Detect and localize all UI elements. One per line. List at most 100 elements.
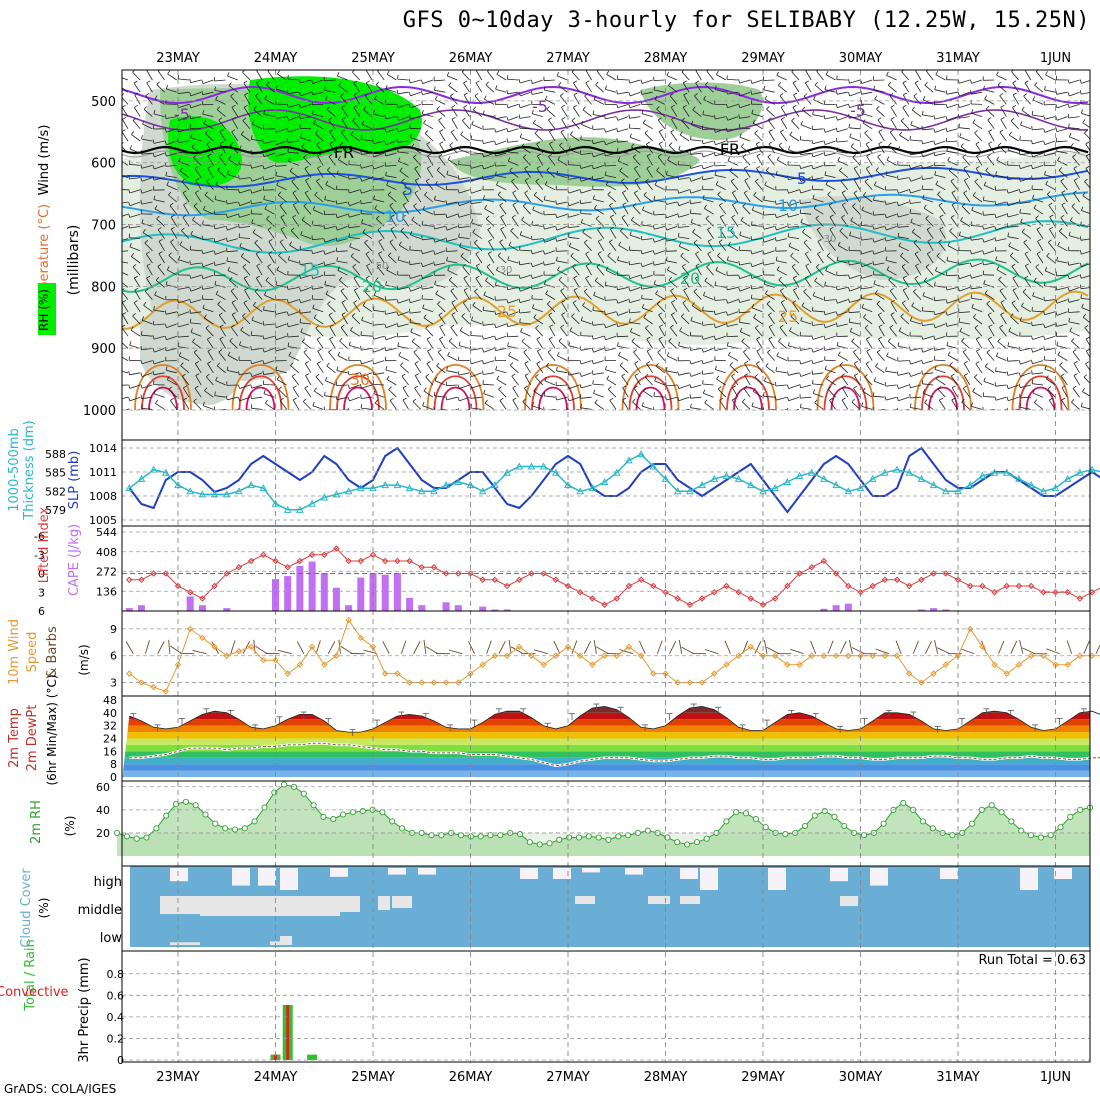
wind-barb (666, 213, 678, 219)
wind-barb-flag (914, 251, 919, 255)
wind-barb-flag (996, 71, 999, 76)
wind-barb (536, 363, 544, 374)
wind-barb (252, 232, 263, 239)
wind-barb (617, 116, 629, 121)
wind-barb-flag (1073, 178, 1078, 181)
wind-barb (887, 84, 897, 93)
wind-barb (678, 226, 690, 228)
wind-barb (594, 280, 605, 288)
wind-barb-flag (866, 336, 870, 340)
li-marker (1088, 589, 1096, 596)
wind-barb-flag (607, 191, 611, 195)
temp-band (122, 744, 1090, 752)
wind-barb (129, 213, 141, 218)
wind-barb (950, 375, 958, 386)
wind-barb-flag (214, 391, 216, 396)
wind-barb (606, 378, 617, 386)
wind-barb (743, 192, 751, 203)
wind-barb (373, 294, 385, 300)
wind-barb-flag (581, 120, 584, 125)
li-marker (345, 557, 352, 565)
wind-barb (238, 164, 251, 166)
wind-barb (947, 311, 958, 316)
wind-barb-flag (704, 277, 708, 282)
wind-barb-flag (521, 143, 525, 148)
wind-barb-flag (853, 385, 858, 389)
wind-barb-flag (1033, 204, 1037, 209)
wind-barb-flag (835, 116, 838, 121)
wind-barb-flag (670, 288, 675, 292)
wind-barb (653, 79, 665, 81)
wind-barb-flag (243, 80, 248, 84)
wind-barb-flag (634, 373, 639, 376)
wind-barb (716, 74, 727, 81)
wind-barb-flag (1060, 373, 1065, 377)
wind-barb-flag (341, 104, 346, 108)
wind-barb (422, 91, 434, 95)
wind-barb-flag (256, 275, 260, 279)
wind-barb (300, 331, 312, 337)
wind-barb-flag (848, 274, 850, 279)
wind-barb-flag (732, 202, 737, 206)
wind-barb (377, 229, 385, 239)
wind-barb (178, 287, 190, 290)
wind-barb-flag (494, 114, 496, 119)
wind-barb-flag (457, 371, 460, 376)
wind-barb-flag (646, 348, 651, 352)
thickness-marker (917, 474, 926, 482)
wind-barb-flag (617, 157, 621, 162)
wind-barb-flag (701, 359, 704, 364)
wind-barb (132, 266, 141, 276)
wind-barb-flag (238, 233, 240, 238)
wind-barb-flag (451, 104, 456, 108)
wind-barb-flag (677, 371, 679, 376)
wind-barb (861, 250, 873, 255)
cape-bar (198, 605, 206, 611)
wind-barb (1024, 278, 1032, 288)
wind-barb (251, 152, 263, 155)
wind-barb (192, 219, 202, 227)
wind-barb (267, 266, 275, 276)
wind-barb-flag (122, 312, 127, 315)
wind-barb (707, 241, 714, 252)
wind-barb (873, 250, 885, 255)
wind-barb (122, 370, 129, 374)
wind-barb (629, 274, 641, 279)
wind-barb-flag (483, 291, 486, 296)
wind-barb (227, 370, 238, 374)
wind10m-barb (145, 640, 150, 654)
wind-barb (193, 401, 202, 410)
wind-barb (340, 327, 348, 337)
wind-barb (644, 376, 653, 386)
wind-barb (145, 95, 153, 105)
wind-barb (410, 234, 421, 239)
wind-barb-flag (336, 257, 338, 262)
wind10m-marker (394, 670, 401, 677)
wind-barb-flag (598, 239, 602, 242)
wind-barb (641, 224, 653, 227)
wind-barb (361, 152, 373, 155)
li-marker (747, 595, 755, 602)
wind-barb-flag (140, 359, 143, 364)
wind-barb-flag (690, 316, 693, 321)
wind-barb-flag (790, 252, 794, 257)
wind-barb-flag (702, 380, 704, 385)
wind-barb-flag (312, 110, 314, 115)
wind-barb-flag (825, 180, 829, 185)
wind-barb (705, 218, 714, 227)
wind-barb-flag (470, 403, 472, 409)
wind-barb-flag (936, 252, 940, 257)
wind-barb-flag (947, 156, 950, 161)
cape-bar (832, 605, 840, 611)
wind-barb (643, 194, 653, 203)
wind10m-marker (954, 652, 962, 659)
wind-barb (312, 262, 324, 268)
wind-barb (544, 89, 556, 93)
wind-barb (336, 370, 348, 374)
wind-barb-flag (997, 81, 1001, 86)
wind-barb-flag (255, 251, 260, 255)
wind-barb (641, 405, 653, 410)
wind-barb (422, 405, 434, 410)
wind-barb-flag (286, 322, 289, 327)
wind-barb-flag (860, 274, 863, 279)
